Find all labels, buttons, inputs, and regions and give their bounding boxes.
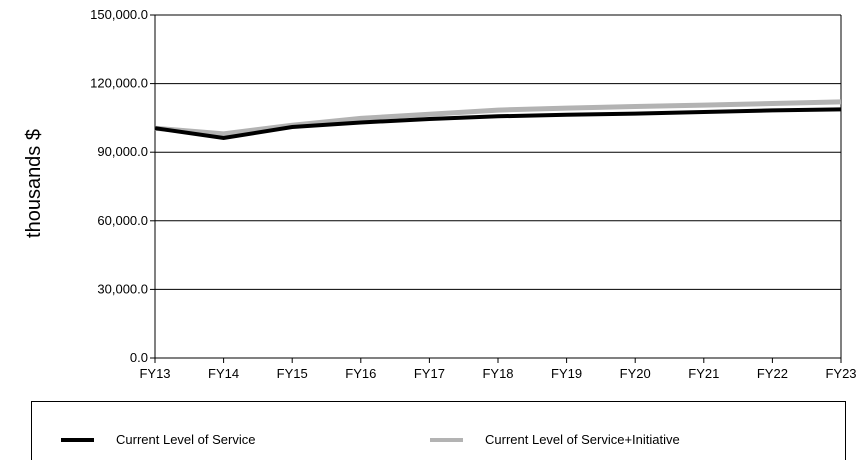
- y-tick-label: 60,000.0: [97, 213, 148, 228]
- y-tick-label: 30,000.0: [97, 281, 148, 296]
- x-tick-label: FY15: [277, 366, 308, 381]
- legend: Current Level of Service Current Level o…: [31, 401, 846, 460]
- y-axis-ticks: 0.0 30,000.0 60,000.0 90,000.0 120,000.0 150,…: [90, 7, 155, 365]
- x-tick-label: FY20: [620, 366, 651, 381]
- y-axis-label: thousands $: [23, 129, 45, 238]
- legend-label: Current Level of Service: [116, 432, 256, 447]
- series-layer: [154, 99, 842, 141]
- legend-swatch-black: [61, 437, 94, 442]
- x-axis-ticks: FY13 FY14 FY15 FY16 FY17 FY18 FY19 FY20 FY21 FY22…: [139, 358, 857, 381]
- gridlines: [155, 14, 841, 290]
- x-tick-label: FY14: [208, 366, 239, 381]
- x-tick-label: FY17: [414, 366, 445, 381]
- legend-item-current-level-initiative: Current Level of Service+Initiative: [430, 432, 680, 447]
- y-tick-label: 0.0: [130, 350, 148, 365]
- x-tick-label: FY21: [688, 366, 719, 381]
- y-tick-label: 90,000.0: [97, 144, 148, 159]
- x-tick-label: FY18: [482, 366, 513, 381]
- axes: [154, 15, 842, 359]
- series-line-current-level: [154, 107, 842, 141]
- x-tick-label: FY16: [345, 366, 376, 381]
- legend-label: Current Level of Service+Initiative: [485, 432, 680, 447]
- y-tick-label: 120,000.0: [90, 76, 148, 91]
- legend-swatch-gray: [430, 437, 463, 442]
- x-tick-label: FY13: [139, 366, 170, 381]
- x-tick-label: FY23: [825, 366, 856, 381]
- legend-item-current-level: Current Level of Service: [61, 432, 255, 447]
- x-tick-label: FY22: [757, 366, 788, 381]
- y-tick-label: 150,000.0: [90, 7, 148, 22]
- x-tick-label: FY19: [551, 366, 582, 381]
